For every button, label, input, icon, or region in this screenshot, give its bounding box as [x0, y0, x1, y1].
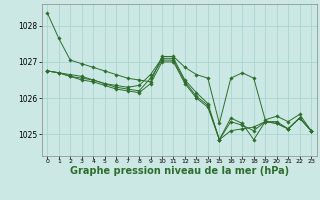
X-axis label: Graphe pression niveau de la mer (hPa): Graphe pression niveau de la mer (hPa) [70, 166, 289, 176]
